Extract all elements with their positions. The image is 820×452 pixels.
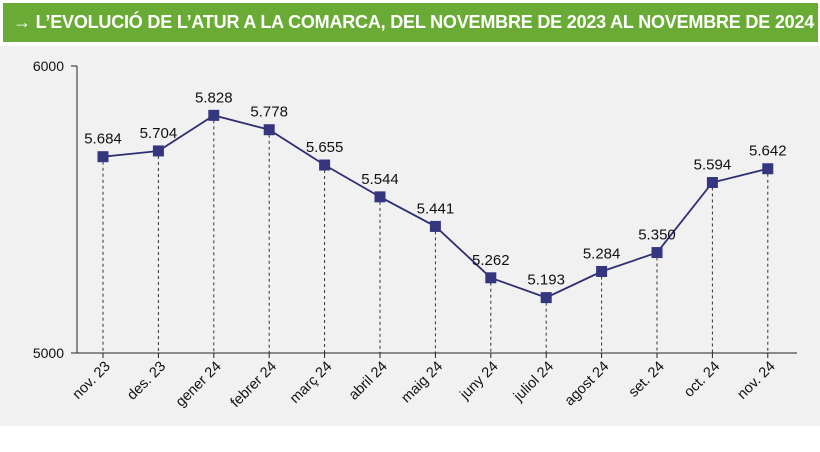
x-tick-label: març 24 (287, 359, 335, 407)
data-label: 5.544 (361, 171, 399, 188)
value-labels: 5.684 5.704 5.828 5.778 5.655 5.544 5.441 5.262… (84, 89, 786, 288)
x-tick-label: des. 23 (124, 359, 169, 404)
data-label: 5.594 (694, 157, 732, 174)
data-label: 5.441 (417, 200, 455, 217)
data-label: 5.778 (250, 104, 288, 121)
x-tick-label: nov. 23 (70, 359, 114, 403)
chart-title: → L’EVOLUCIÓ DE L’ATUR A LA COMARCA, DEL… (13, 12, 815, 32)
data-point-marker (596, 265, 608, 277)
y-ticks: 5000 6000 (33, 58, 77, 361)
data-label: 5.284 (583, 245, 621, 262)
x-tick-label: nov. 24 (734, 359, 778, 403)
title-bar: → L’EVOLUCIÓ DE L’ATUR A LA COMARCA, DEL… (3, 3, 818, 42)
drop-lines (102, 120, 769, 353)
data-label: 5.350 (638, 227, 676, 244)
data-label: 5.704 (140, 125, 178, 142)
x-tick-label: juliol 24 (510, 359, 557, 406)
data-point-marker (374, 191, 386, 203)
x-tick-labels: nov. 23 des. 23 gener 24 febrer 24 març 24 ab… (70, 353, 779, 411)
data-point-marker (97, 151, 109, 163)
x-tick-label: set. 24 (626, 359, 668, 401)
x-tick-label: juny 24 (457, 359, 502, 404)
data-point-marker (263, 124, 275, 136)
data-label: 5.193 (527, 272, 565, 289)
x-tick-label: oct. 24 (681, 359, 723, 401)
data-label: 5.642 (749, 143, 787, 160)
x-tick-label: maig 24 (398, 359, 446, 407)
y-tick-label: 5000 (33, 345, 64, 361)
data-label: 5.262 (472, 252, 510, 269)
data-point-marker (762, 163, 774, 175)
data-label: 5.684 (84, 131, 122, 148)
data-point-marker (208, 109, 220, 121)
chart-panel (0, 46, 820, 426)
data-point-marker (319, 159, 331, 171)
data-point-marker (706, 177, 718, 189)
x-tick-label: gener 24 (173, 359, 225, 411)
x-tick-label: agost 24 (562, 359, 613, 410)
x-tick-label: abril 24 (346, 359, 391, 404)
data-point-marker (429, 220, 441, 232)
data-point-marker (152, 145, 164, 157)
x-tick-label: febrer 24 (228, 359, 280, 411)
data-point-marker (540, 292, 552, 304)
data-label: 5.828 (195, 89, 233, 106)
y-tick-label: 6000 (33, 58, 64, 74)
data-point-marker (651, 247, 663, 259)
data-label: 5.655 (306, 139, 344, 156)
data-point-marker (485, 272, 497, 284)
markers (97, 109, 774, 304)
